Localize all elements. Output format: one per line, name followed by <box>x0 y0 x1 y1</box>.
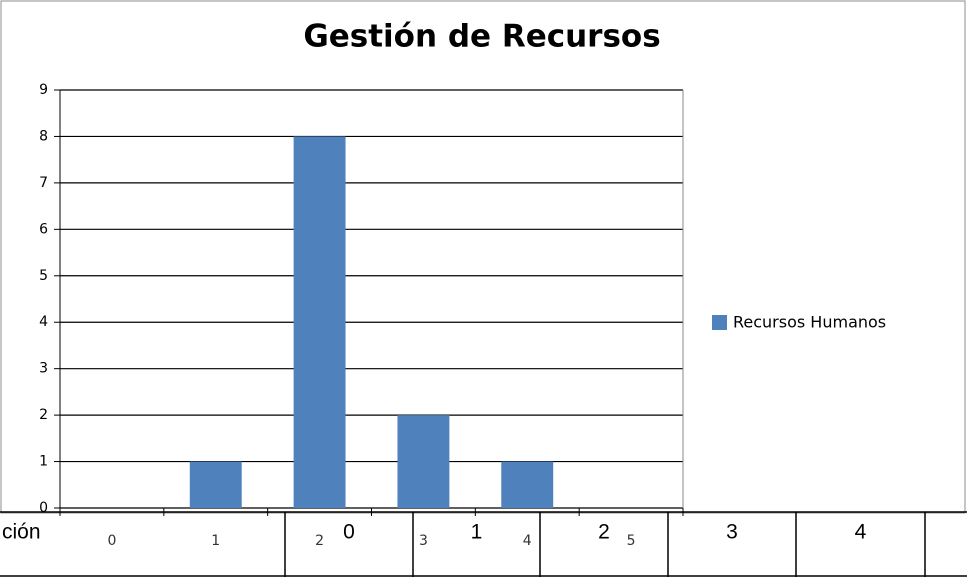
x-tick-label: 5 <box>627 533 636 549</box>
table-cell: 1 <box>471 521 483 544</box>
legend-swatch <box>712 315 727 330</box>
x-tick-label: 4 <box>523 533 532 549</box>
bar <box>397 415 450 508</box>
bar <box>501 461 554 508</box>
chart-frame <box>0 0 966 514</box>
y-tick-label: 5 <box>39 268 48 284</box>
y-tick-label: 0 <box>39 500 48 516</box>
x-tick-label: 2 <box>315 533 324 549</box>
x-tick-label: 0 <box>107 533 116 549</box>
y-tick-label: 7 <box>39 175 48 191</box>
y-tick-label: 1 <box>39 454 48 470</box>
table-cell: 2 <box>598 521 610 544</box>
y-tick-label: 6 <box>39 221 48 237</box>
y-tick-label: 3 <box>39 361 48 377</box>
y-tick-label: 8 <box>39 128 48 144</box>
bar <box>189 461 242 508</box>
x-tick-label: 1 <box>211 533 220 549</box>
x-tick-label: 3 <box>419 533 428 549</box>
bar <box>293 136 346 508</box>
legend-label: Recursos Humanos <box>733 313 886 332</box>
y-tick-label: 9 <box>39 82 48 98</box>
table-cell: 3 <box>726 521 738 544</box>
y-tick-label: 4 <box>39 314 48 330</box>
table-cell: ción <box>2 521 41 544</box>
y-tick-label: 2 <box>39 407 48 423</box>
table-cell: 4 <box>855 521 867 544</box>
table-cell: 0 <box>343 521 355 544</box>
chart-title: Gestión de Recursos <box>303 19 660 55</box>
